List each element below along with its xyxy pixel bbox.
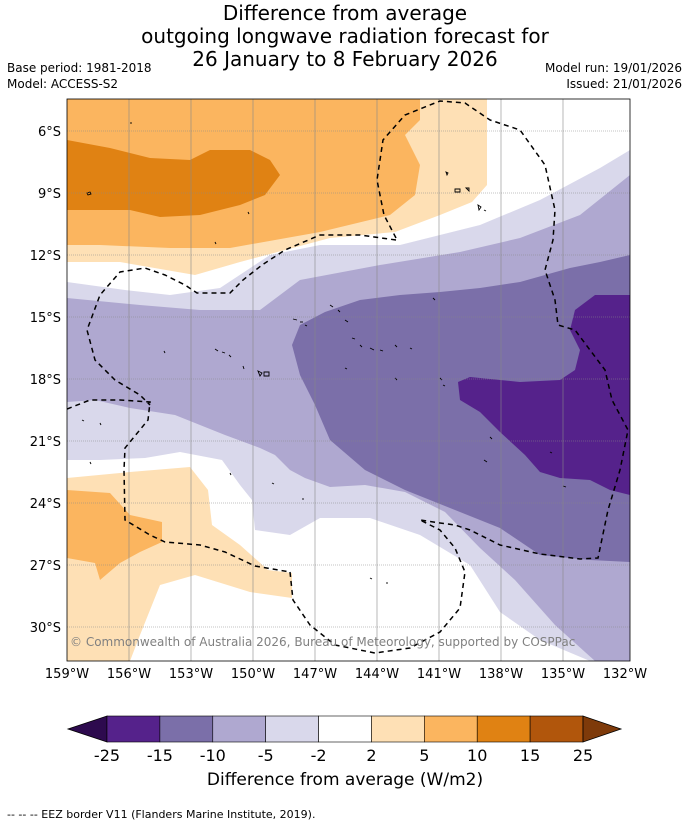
colorbar-tick-label: 15: [520, 746, 540, 765]
title-line-3: 26 January to 8 February 2026: [192, 47, 498, 71]
lon-label: 141°W: [417, 667, 461, 682]
anomaly-band-10-15-north: [67, 140, 280, 217]
lon-label: 135°W: [541, 667, 585, 682]
issued-date: Issued: 21/01/2026: [566, 77, 682, 91]
lon-label: 156°W: [107, 667, 151, 682]
lat-label: 21°S: [30, 435, 61, 450]
eez-border-french-polynesia: [376, 100, 629, 560]
copyright-text: © Commonwealth of Australia 2026, Bureau…: [70, 635, 575, 649]
chart-title: Difference from average outgoing longwav…: [0, 2, 690, 71]
colorbar-tick-labels: -25 -15 -10 -5 -2 2 5 10 15 25: [94, 746, 593, 765]
latitude-labels: 6°S 9°S 12°S 15°S 18°S 21°S 24°S 27°S 30…: [30, 125, 61, 636]
lat-label: 6°S: [38, 125, 61, 140]
meta-left: Base period: 1981-2018 Model: ACCESS-S2: [7, 60, 152, 92]
eez-borders: [67, 100, 629, 654]
gridlines: [67, 99, 630, 661]
title-line-1: Difference from average: [222, 1, 468, 25]
colorbar-segment: [476, 715, 531, 743]
colorbar-tick-label: -25: [94, 746, 120, 765]
colorbar-tick-label: -15: [147, 746, 173, 765]
lon-label: 138°W: [479, 667, 523, 682]
footer-note: -- -- -- EEZ border V11 (Flanders Marine…: [7, 808, 316, 821]
colorbar-segments: [106, 715, 584, 743]
colorbar-tick-label: -2: [311, 746, 327, 765]
colorbar: -25 -15 -10 -5 -2 2 5 10 15 25: [66, 715, 623, 765]
colorbar-segment: [424, 715, 478, 743]
anomaly-band-minus-10-15: [292, 255, 630, 562]
island-outlines: [81, 122, 567, 584]
colorbar-segment: [265, 715, 319, 743]
lon-label: 153°W: [169, 667, 213, 682]
longitude-labels: 159°W 156°W 153°W 150°W 147°W 144°W 141°…: [45, 667, 647, 682]
lat-label: 30°S: [30, 621, 61, 636]
anomaly-fill: © Commonwealth of Australia 2026, Bureau…: [67, 99, 630, 661]
model-name: Model: ACCESS-S2: [7, 77, 119, 91]
meta-right: Model run: 19/01/2026 Issued: 21/01/2026: [545, 60, 682, 92]
olr-anomaly-map: © Commonwealth of Australia 2026, Bureau…: [30, 98, 647, 765]
colorbar-segment: [529, 715, 584, 743]
lon-label: 150°W: [231, 667, 275, 682]
colorbar-label: Difference from average (W/m2): [206, 770, 484, 790]
map-frame: [66, 98, 631, 662]
lon-label: 132°W: [603, 667, 647, 682]
colorbar-tick-label: 25: [573, 746, 593, 765]
colorbar-over-arrow: [582, 715, 623, 743]
colorbar-segment: [212, 715, 266, 743]
base-period: Base period: 1981-2018: [7, 61, 152, 75]
colorbar-under-arrow: [66, 715, 108, 743]
colorbar-segment: [371, 715, 425, 743]
eez-border-austral: [289, 519, 466, 654]
lat-label: 12°S: [30, 249, 61, 264]
lat-label: 18°S: [30, 373, 61, 388]
anomaly-band-minus-15-25: [458, 295, 630, 495]
lon-label: 159°W: [45, 667, 89, 682]
eez-border-cook-islands-north: [86, 234, 397, 406]
model-run: Model run: 19/01/2026: [544, 61, 682, 75]
colorbar-tick-label: -5: [258, 746, 274, 765]
lat-label: 27°S: [30, 559, 61, 574]
anomaly-band-5-10-southwest: [67, 490, 162, 580]
colorbar-segment: [159, 715, 214, 743]
colorbar-tick-label: 2: [366, 746, 376, 765]
lon-label: 147°W: [293, 667, 337, 682]
lat-label: 15°S: [30, 311, 61, 326]
colorbar-tick-label: 10: [467, 746, 487, 765]
title-line-2: outgoing longwave radiation forecast for: [141, 24, 549, 48]
colorbar-segment: [106, 715, 161, 743]
colorbar-tick-label: -10: [200, 746, 226, 765]
lat-label: 9°S: [38, 187, 61, 202]
colorbar-segment: [318, 715, 372, 743]
lat-label: 24°S: [30, 497, 61, 512]
lon-label: 144°W: [355, 667, 399, 682]
colorbar-tick-label: 5: [419, 746, 429, 765]
